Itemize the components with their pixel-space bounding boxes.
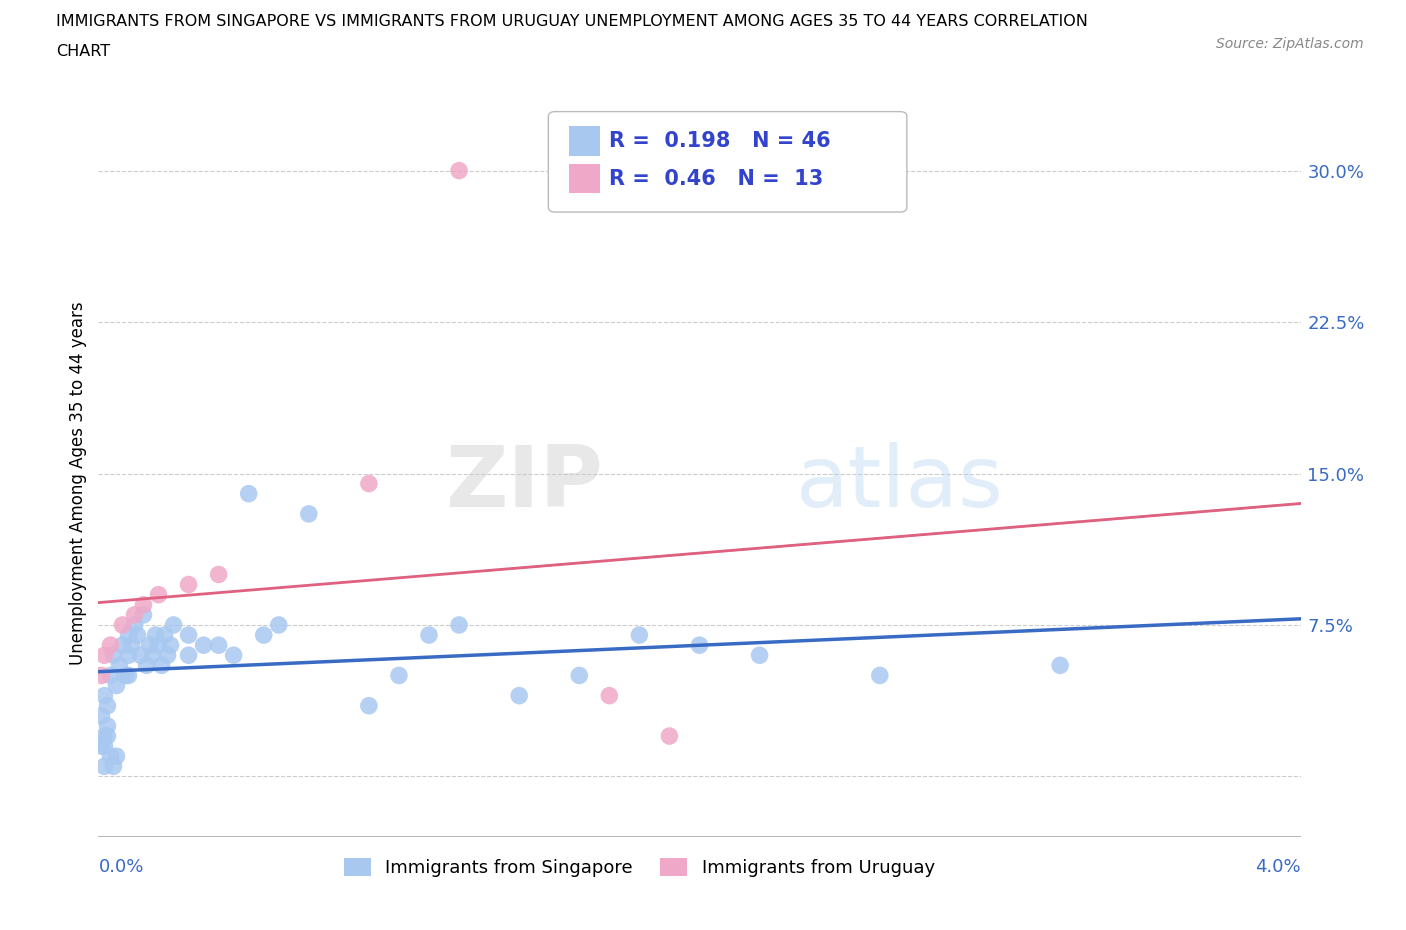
Point: [105, 678, 128, 693]
Point: [129, 648, 152, 663]
Text: 0.0%: 0.0%: [98, 857, 143, 876]
Point: [93, 648, 115, 663]
Point: [150, 658, 173, 672]
Point: [869, 668, 891, 683]
Point: [103, 648, 125, 663]
Point: [100, 749, 122, 764]
Text: Source: ZipAtlas.com: Source: ZipAtlas.com: [1216, 37, 1364, 51]
Text: 4.0%: 4.0%: [1256, 857, 1301, 876]
Point: [114, 668, 136, 683]
Point: [253, 628, 276, 643]
Point: [177, 648, 200, 663]
Point: [93, 759, 115, 774]
Point: [90, 709, 112, 724]
Point: [357, 476, 380, 491]
Legend: Immigrants from Singapore, Immigrants from Uruguay: Immigrants from Singapore, Immigrants fr…: [336, 851, 942, 884]
Point: [93, 728, 115, 743]
Point: [418, 628, 440, 643]
Point: [598, 688, 620, 703]
Point: [90, 668, 112, 683]
Point: [145, 628, 167, 643]
Point: [103, 759, 125, 774]
Text: R =  0.46   N =  13: R = 0.46 N = 13: [609, 168, 823, 189]
Y-axis label: Unemployment Among Ages 35 to 44 years: Unemployment Among Ages 35 to 44 years: [69, 302, 87, 665]
Point: [105, 749, 128, 764]
Text: atlas: atlas: [796, 442, 1004, 525]
Point: [117, 628, 139, 643]
Point: [208, 638, 231, 653]
Text: ZIP: ZIP: [446, 442, 603, 525]
Point: [148, 638, 170, 653]
Point: [117, 648, 139, 663]
Point: [96, 728, 118, 743]
Point: [96, 719, 118, 734]
Point: [222, 648, 245, 663]
Point: [138, 638, 160, 653]
Point: [628, 628, 651, 643]
Point: [193, 638, 215, 653]
Point: [124, 618, 146, 632]
Point: [156, 648, 179, 663]
Text: IMMIGRANTS FROM SINGAPORE VS IMMIGRANTS FROM URUGUAY UNEMPLOYMENT AMONG AGES 35 : IMMIGRANTS FROM SINGAPORE VS IMMIGRANTS …: [56, 14, 1088, 29]
Point: [148, 587, 170, 602]
Point: [132, 597, 155, 612]
Point: [357, 698, 380, 713]
Point: [748, 648, 770, 663]
Point: [135, 658, 157, 672]
Point: [1049, 658, 1071, 672]
Point: [447, 163, 470, 178]
Text: R =  0.198   N = 46: R = 0.198 N = 46: [609, 131, 831, 152]
Point: [388, 668, 411, 683]
Point: [90, 738, 112, 753]
Point: [267, 618, 290, 632]
Point: [141, 648, 163, 663]
Point: [153, 628, 176, 643]
Point: [100, 638, 122, 653]
Text: CHART: CHART: [56, 44, 110, 59]
Point: [124, 607, 146, 622]
Point: [447, 618, 470, 632]
Point: [93, 688, 115, 703]
Point: [508, 688, 530, 703]
Point: [658, 728, 681, 743]
Point: [111, 618, 134, 632]
Point: [121, 638, 143, 653]
Point: [132, 607, 155, 622]
Point: [298, 507, 321, 522]
Point: [162, 618, 184, 632]
Point: [177, 628, 200, 643]
Point: [159, 638, 181, 653]
Point: [127, 628, 149, 643]
Point: [100, 668, 122, 683]
Point: [111, 638, 134, 653]
Point: [208, 567, 231, 582]
Point: [568, 668, 591, 683]
Point: [108, 658, 131, 672]
Point: [689, 638, 711, 653]
Point: [177, 578, 200, 592]
Point: [117, 668, 139, 683]
Point: [96, 698, 118, 713]
Point: [93, 738, 115, 753]
Point: [238, 486, 260, 501]
